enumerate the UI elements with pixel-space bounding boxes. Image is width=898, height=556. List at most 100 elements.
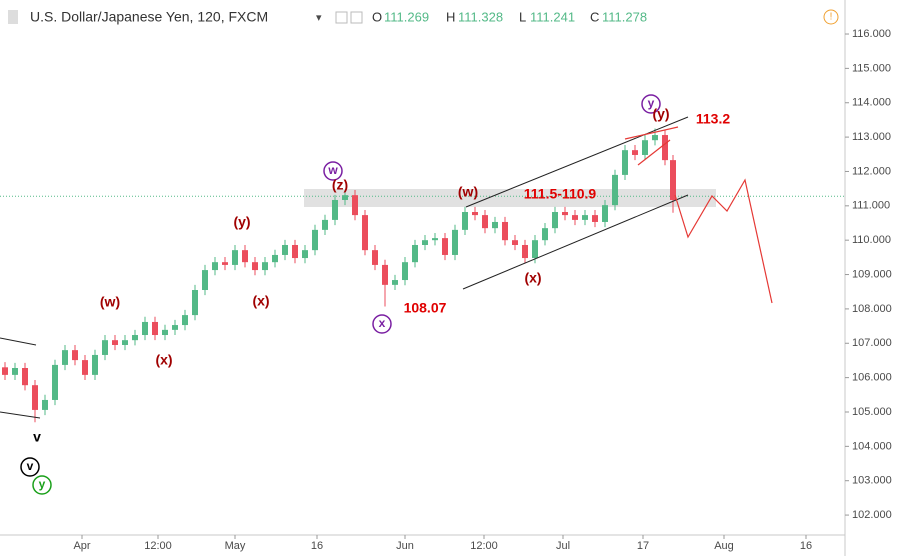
candle-body — [52, 364, 58, 400]
y-tick-label: 116.000 — [852, 28, 891, 40]
ohlc-value: 111.328 — [458, 9, 503, 24]
x-tick-label: May — [225, 540, 246, 552]
annotation: v — [33, 429, 41, 445]
x-tick-label: Apr — [73, 540, 90, 552]
annotation: x — [379, 316, 386, 330]
y-tick-label: 111.000 — [852, 200, 890, 212]
annotation-circle — [323, 161, 343, 181]
x-tick-label: Jun — [396, 540, 414, 552]
trend-lines — [0, 116, 689, 419]
candle-body — [552, 212, 558, 229]
y-tick-label: 109.000 — [852, 268, 892, 280]
resistance-zone — [304, 189, 716, 207]
annotation: 111.5-110.9 — [524, 186, 597, 202]
candle-body — [2, 367, 8, 375]
alert-icon[interactable] — [823, 9, 839, 25]
candle-body — [302, 250, 308, 259]
candle-body — [72, 350, 78, 361]
candle-body — [112, 340, 118, 345]
wedge-line — [624, 126, 679, 140]
candle-body — [242, 250, 248, 263]
candle-body — [282, 244, 288, 255]
candle-body — [442, 238, 448, 255]
candle-body — [322, 219, 328, 230]
candle-body — [22, 368, 28, 386]
annotation: (x) — [155, 352, 172, 368]
x-tick-label: Jul — [556, 540, 570, 552]
candle-body — [252, 262, 258, 271]
x-tick-label: Aug — [714, 540, 734, 552]
candle-body — [212, 262, 218, 271]
dropdown-arrow[interactable]: ▾ — [316, 12, 322, 24]
candle-body — [62, 350, 68, 365]
candle-body — [602, 205, 608, 222]
candle-body — [402, 262, 408, 281]
candle-body — [652, 135, 658, 141]
x-tick-label: 16 — [311, 540, 323, 552]
ohlc-value: 111.269 — [384, 9, 429, 24]
channel-line — [462, 194, 689, 290]
candle-body — [352, 195, 358, 216]
y-tick-label: 102.000 — [852, 509, 892, 521]
hide-icon[interactable] — [350, 11, 363, 24]
candle-body — [342, 195, 348, 200]
candle-body — [292, 244, 298, 259]
annotation: 113.2 — [696, 111, 730, 127]
ohlc-label: O — [372, 9, 382, 24]
x-tick-label: 12:00 — [144, 540, 172, 552]
annotation-circle — [32, 475, 52, 495]
annotation: (w) — [458, 184, 478, 200]
candle-body — [232, 250, 238, 265]
candle-body — [122, 340, 128, 345]
y-tick-label: 108.000 — [852, 303, 892, 315]
candle-body — [642, 140, 648, 155]
candle-body — [670, 160, 676, 200]
annotation: (x) — [524, 270, 541, 286]
chart-title: U.S. Dollar/Japanese Yen, 120, FXCM — [30, 9, 268, 25]
candle-body — [452, 229, 458, 255]
candle-body — [12, 368, 18, 375]
candle-body — [422, 240, 428, 245]
candle-body — [362, 215, 368, 251]
candle-body — [482, 215, 488, 229]
menu-icon[interactable] — [8, 10, 18, 24]
candle-body — [542, 228, 548, 241]
candle-body — [202, 270, 208, 291]
wedge-line — [637, 139, 671, 166]
candle-body — [612, 174, 618, 206]
y-tick-label: 103.000 — [852, 475, 892, 487]
candle-body — [92, 354, 98, 375]
alert-icon-mark: ! — [830, 12, 833, 23]
y-tick-label: 110.000 — [852, 234, 891, 246]
y-tick-label: 104.000 — [852, 440, 892, 452]
candle-body — [662, 135, 668, 161]
candle-body — [572, 215, 578, 220]
candle-body — [32, 385, 38, 410]
annotation: (x) — [252, 293, 269, 309]
annotation: (w) — [100, 294, 120, 310]
ohlc-value: 111.278 — [602, 9, 647, 24]
x-tick-label: 12:00 — [470, 540, 498, 552]
candle-body — [182, 315, 188, 326]
candle-body — [532, 240, 538, 259]
candle-body — [142, 321, 148, 336]
x-tick-label: 16 — [800, 540, 812, 552]
y-tick-label: 114.000 — [852, 97, 891, 109]
candle-body — [222, 262, 228, 265]
candle-body — [272, 254, 278, 263]
annotation: (z) — [332, 177, 348, 193]
channel-line — [465, 116, 689, 208]
y-tick-label: 105.000 — [852, 406, 892, 418]
candle-body — [172, 325, 178, 330]
candle-body — [492, 221, 498, 229]
annotation: y — [648, 96, 655, 110]
y-tick-label: 112.000 — [852, 165, 891, 177]
annotation: y — [39, 477, 46, 491]
candle-body — [462, 212, 468, 230]
settings-icon[interactable] — [335, 11, 348, 24]
candle-body — [372, 250, 378, 265]
candle-body — [102, 340, 108, 355]
candle-body — [152, 321, 158, 336]
candle-body — [522, 244, 528, 259]
